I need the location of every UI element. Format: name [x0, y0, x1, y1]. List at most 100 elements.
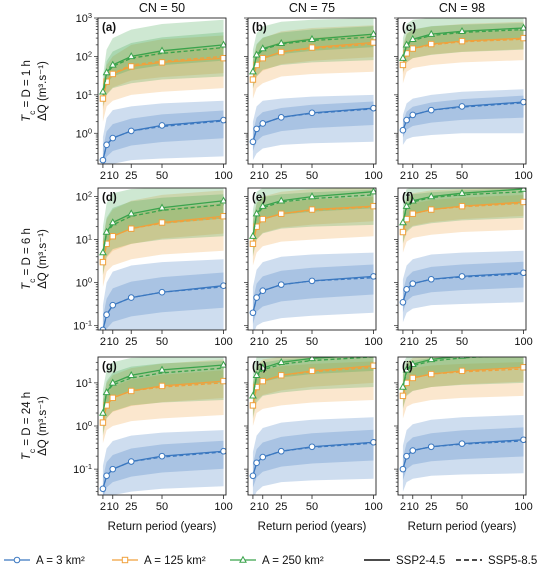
triangle-marker: [158, 46, 166, 54]
triangle-marker: [402, 365, 411, 373]
y-tick-base: 10: [76, 128, 88, 140]
uncertainty-band: [402, 357, 524, 409]
inner-band: [402, 95, 524, 138]
triangle-marker: [158, 365, 166, 373]
row-label-symbol: T: [21, 452, 33, 460]
x-tick-label: 100: [514, 170, 532, 182]
x-tick-label: 50: [306, 170, 318, 182]
x-tick-label: 10: [257, 501, 269, 513]
plot-area: [248, 357, 376, 495]
inner-band: [102, 194, 224, 264]
inner-band: [252, 189, 374, 247]
circle-marker: [458, 103, 466, 110]
square-marker: [370, 362, 376, 369]
circle-marker: [399, 298, 407, 306]
square-marker: [520, 198, 526, 206]
uncertainty-band: [252, 94, 374, 161]
circle-marker: [99, 485, 107, 493]
y-tick-label: 101: [76, 87, 92, 102]
square-marker: [409, 374, 416, 382]
triangle-marker: [277, 196, 286, 204]
legend-label: A = 125 km²: [144, 555, 206, 567]
circle-marker: [409, 447, 417, 454]
y-tick-base: 10: [76, 235, 88, 247]
panel-i: 2 10 25 50 100 (i): [394, 349, 533, 513]
y-tick-base: 10: [76, 421, 88, 433]
y-axis-label: ΔQ (m³.s⁻¹): [37, 396, 49, 456]
triangle-marker: [252, 209, 261, 217]
square-marker: [220, 54, 226, 62]
triangle-marker: [520, 349, 526, 355]
y-axis-label: ΔQ (m³.s⁻¹): [37, 61, 49, 121]
square-marker: [259, 377, 266, 385]
y-tick-base: 10: [76, 278, 88, 290]
x-tick-label: 50: [156, 501, 168, 513]
x-tick-label: 10: [407, 170, 419, 182]
inner-band: [252, 101, 374, 151]
uncertainty-band: [252, 252, 374, 330]
x-tick-label: 100: [364, 170, 382, 182]
circle-marker: [158, 122, 166, 129]
square-marker: [399, 61, 407, 69]
circle-marker: [403, 286, 410, 293]
circle-marker: [109, 134, 117, 142]
square-marker: [399, 392, 407, 400]
y-tick-base: 10: [76, 90, 88, 102]
square-marker: [249, 76, 257, 83]
y-tick-label: 102: [76, 189, 92, 204]
x-tick-label: 2: [250, 336, 256, 348]
x-tick-label: 100: [364, 501, 382, 513]
column-titles: CN = 50 CN = 75 CN = 98: [139, 1, 485, 15]
circle-marker: [127, 294, 135, 301]
square-marker: [109, 70, 116, 78]
y-tick-label: 100: [76, 275, 92, 290]
circle-marker: [259, 453, 267, 461]
x-tick-label: 100: [514, 501, 532, 513]
circle-marker: [427, 275, 435, 283]
triangle-marker: [102, 388, 111, 396]
circle-marker: [220, 447, 226, 455]
y-tick-base: 10: [76, 13, 88, 25]
ssp585-line: [252, 43, 374, 80]
circle-marker: [520, 436, 526, 444]
ssp245-line: [102, 44, 224, 92]
row-label-rest: = D = 24 h: [21, 392, 33, 449]
square-marker: [259, 54, 266, 62]
uncertainty-band: [102, 359, 224, 444]
panel-h: 2 10 25 50 100 (h): [244, 356, 383, 513]
y-tick-label: 10-1: [73, 318, 92, 333]
circle-marker: [253, 294, 260, 301]
panel-e: 2 10 25 50 100 (e): [244, 187, 383, 348]
square-marker: [220, 377, 226, 385]
ssp245-line: [102, 364, 224, 414]
triangle-marker: [108, 60, 117, 68]
x-tick-label: 2: [250, 170, 256, 182]
x-tick-label: 100: [214, 501, 232, 513]
triangle-marker: [402, 40, 411, 48]
y-tick-label: 101: [76, 375, 92, 390]
triangle-marker: [427, 357, 436, 363]
circle-marker: [520, 98, 526, 106]
plot-area: [98, 188, 226, 330]
row-label: Tc = D = 1 h: [21, 60, 37, 122]
column-title: CN = 98: [439, 1, 485, 15]
circle-marker: [220, 282, 226, 290]
panel-label: (c): [402, 22, 416, 34]
x-tick-label: 2: [400, 170, 406, 182]
ssp585-line: [102, 367, 224, 414]
circle-marker: [109, 301, 117, 309]
x-tick-label: 50: [306, 336, 318, 348]
circle-marker: [99, 156, 107, 164]
circle-marker: [370, 104, 376, 112]
circle-marker: [249, 138, 257, 146]
plot-area: [98, 19, 226, 164]
triangle-marker: [458, 27, 466, 35]
plot-area: [98, 357, 226, 495]
circle-marker: [520, 269, 526, 277]
legend-label: A = 3 km²: [36, 555, 85, 567]
ssp585-line: [102, 204, 224, 253]
triangle-marker: [398, 382, 407, 390]
x-tick-label: 25: [425, 501, 437, 513]
triangle-marker: [252, 50, 261, 58]
